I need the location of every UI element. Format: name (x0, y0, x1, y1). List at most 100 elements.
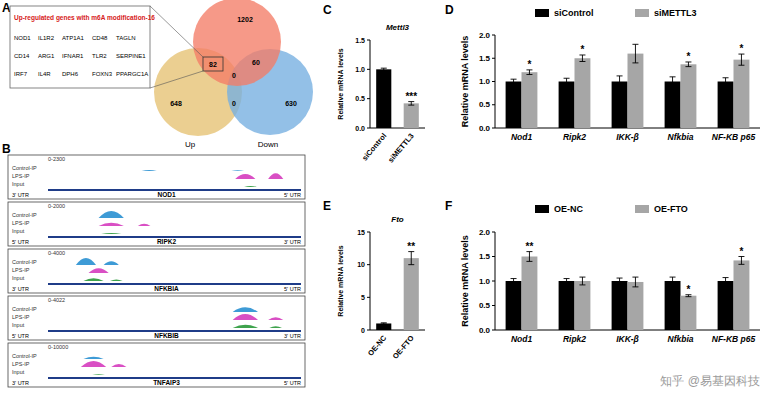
x-tick-label: Ripk2 (563, 132, 586, 142)
utr-label: 5' UTR (12, 239, 29, 245)
y-tick-label: 10 (357, 261, 365, 268)
error-bar (381, 68, 387, 70)
gene-label: RIPK2 (157, 238, 177, 245)
lane-label: Control-IP (12, 353, 37, 359)
lane-label: LPS-IP (12, 314, 30, 320)
coverage-peak (111, 364, 126, 367)
gene-name: PPARGC1A (116, 71, 148, 77)
gene-name: IL4R (38, 71, 51, 77)
bar (404, 103, 419, 128)
coverage-peak (99, 223, 124, 226)
utr-label: 3' UTR (284, 239, 301, 245)
panel-label: D (445, 3, 454, 17)
error-bar (617, 278, 623, 284)
axis-title: Relative mRNA levels (337, 245, 344, 316)
error-bar (723, 78, 729, 85)
y-tick (367, 69, 370, 70)
y-tick-label: 15 (357, 229, 365, 236)
error-bar (408, 102, 414, 106)
lane-label: Control-IP (12, 259, 37, 265)
error-bar (564, 78, 570, 85)
track-frame (8, 202, 305, 246)
error-bar (685, 62, 691, 67)
gene-name: IL1R2 (38, 35, 55, 41)
y-tick (492, 81, 495, 82)
utr-label: 3' UTR (12, 192, 29, 198)
significance: ** (526, 241, 534, 252)
connector (150, 6, 203, 57)
coverage-peak (268, 317, 283, 320)
axis-title: Relative mRNA levels (337, 48, 344, 119)
y-axis (370, 232, 371, 330)
lane-label: Control-IP (12, 306, 37, 312)
bar (612, 281, 628, 330)
gene-name: IFNAR1 (62, 53, 84, 59)
y-tick-label: 1.5 (479, 252, 491, 261)
bar (376, 323, 391, 330)
chart-title: Fto (391, 215, 404, 224)
legend-label: OE-FTO (654, 204, 688, 214)
coverage-peak (244, 186, 257, 188)
lane-label: LPS-IP (12, 267, 30, 273)
track-scale: 0-2300 (48, 156, 65, 162)
bar (404, 258, 419, 330)
gene-label: NFKBIB (154, 332, 179, 339)
chart-title: Mettl3 (386, 23, 410, 32)
coverage-peak (231, 170, 244, 172)
coverage-peak (233, 325, 258, 328)
venn-count: 60 (252, 59, 260, 66)
y-tick (492, 256, 495, 257)
significance: * (527, 59, 531, 70)
bar (522, 72, 538, 128)
venn-set (193, 0, 281, 86)
error-bar (723, 278, 729, 285)
track-scale: 0-2000 (48, 203, 65, 209)
significance: *** (405, 91, 417, 102)
track-frame (8, 296, 305, 340)
y-tick-label: 0 (361, 327, 365, 334)
y-tick (367, 40, 370, 41)
coverage-peak (83, 357, 103, 359)
coverage-peak (83, 278, 103, 281)
error-bar (526, 252, 532, 262)
track-scale: 0-4022 (48, 297, 65, 303)
gene-name: CD14 (14, 53, 30, 59)
error-bar (738, 54, 744, 65)
x-tick-label: OE-NC (366, 333, 389, 358)
watermark: 知乎 @易基因科技 (660, 374, 760, 388)
track-frame (8, 343, 305, 387)
gene-label: TNFAIP3 (153, 379, 180, 386)
bar (559, 281, 575, 330)
error-bar (579, 277, 585, 285)
bar (376, 69, 391, 128)
lane-label: Input (12, 322, 25, 328)
y-tick-label: 1.5 (355, 37, 365, 44)
y-tick (367, 264, 370, 265)
legend-label: siControl (554, 8, 594, 18)
venn-count: 0 (232, 72, 236, 79)
lane-label: Control-IP (12, 165, 37, 171)
legend-swatch (535, 9, 549, 17)
bar (628, 54, 644, 128)
x-tick-label: IKK-β (616, 334, 639, 344)
gene-name: TLR2 (92, 53, 107, 59)
panel-label: C (323, 3, 332, 17)
bar (718, 82, 734, 129)
y-tick (492, 58, 495, 59)
y-axis (370, 40, 371, 128)
venn-count: 0 (232, 100, 236, 107)
plot-area (506, 44, 750, 128)
venn-count: 648 (170, 100, 182, 107)
y-tick (367, 98, 370, 99)
y-tick-label: 2.0 (479, 31, 491, 40)
significance: * (686, 51, 690, 62)
coverage-peak (76, 258, 96, 265)
y-tick-label: 0.0 (479, 124, 491, 133)
gene-name: SERPINE1 (116, 53, 146, 59)
venn-count: 630 (285, 100, 297, 107)
gene-name: TAGLN (116, 35, 136, 41)
error-bar (564, 279, 570, 284)
coverage-peak (88, 268, 108, 273)
bar (734, 260, 750, 330)
plot-area (376, 68, 419, 128)
